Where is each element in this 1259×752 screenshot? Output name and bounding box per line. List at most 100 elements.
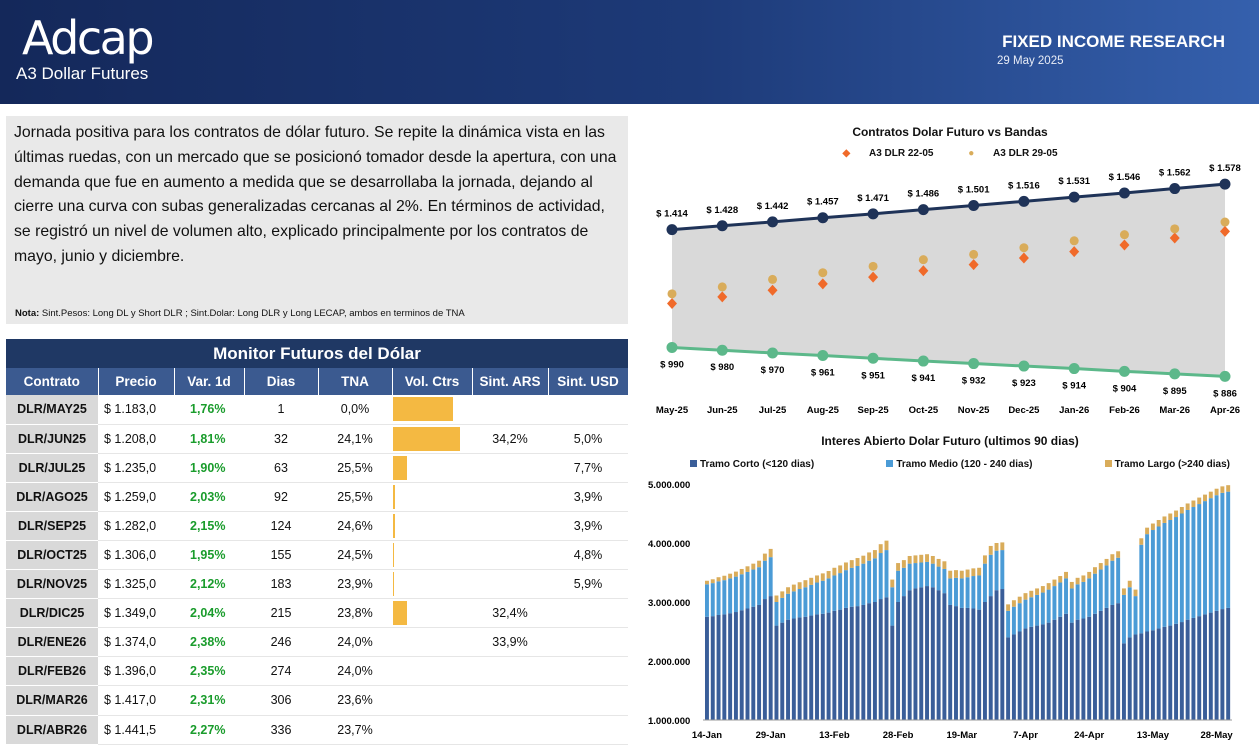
upper-band-point <box>767 216 779 228</box>
square-icon <box>886 460 894 467</box>
cell-var: 1,90% <box>174 453 244 483</box>
medio-bar <box>1035 594 1040 626</box>
volume-bar <box>393 426 460 451</box>
cell-tna: 24,5% <box>318 540 392 571</box>
cell-tna: 23,6% <box>318 685 392 716</box>
cell-contrato: DLR/MAY25 <box>6 395 98 425</box>
chart1-title: Contratos Dolar Futuro vs Bandas <box>852 125 1048 139</box>
lower-band-point <box>1118 365 1130 377</box>
corto-bar <box>878 599 883 720</box>
col-header-precio: Precio <box>98 368 175 395</box>
medio-bar <box>896 570 901 602</box>
largo-bar <box>878 544 883 554</box>
cell-contrato: DLR/MAR26 <box>6 685 98 716</box>
largo-bar <box>1185 503 1190 510</box>
largo-bar <box>1162 516 1167 523</box>
cell-tna: 23,8% <box>318 598 392 629</box>
medio-bar <box>1075 584 1080 620</box>
corto-bar <box>1029 626 1034 720</box>
medio-bar <box>1185 509 1190 620</box>
dlr-29-05-point <box>1069 236 1079 246</box>
largo-bar <box>1145 527 1150 535</box>
medio-bar <box>855 566 860 607</box>
cell-contrato: DLR/NOV25 <box>6 569 98 600</box>
dlr-22-05-point <box>667 298 677 310</box>
cell-var: 2,35% <box>174 656 244 687</box>
cell-dias: 215 <box>244 598 318 629</box>
cell-sint-usd <box>548 627 628 658</box>
largo-bar <box>1226 485 1231 492</box>
largo-bar <box>803 580 808 588</box>
upper-band-point <box>1018 195 1030 207</box>
lower-band-point <box>1068 363 1080 375</box>
report-date: 29 May 2025 <box>997 55 1064 67</box>
largo-bar <box>948 570 953 579</box>
cell-contrato: DLR/ENE26 <box>6 627 98 658</box>
cell-dias: 1 <box>244 395 318 425</box>
medio-bar <box>1040 592 1045 625</box>
corto-bar <box>1052 619 1057 720</box>
corto-bar <box>1087 616 1092 720</box>
medio-bar <box>884 550 889 598</box>
cell-sint-ars <box>472 715 548 745</box>
square-icon <box>1104 460 1112 467</box>
medio-bar <box>1150 530 1155 631</box>
corto-bar <box>872 602 877 720</box>
upper-band-label: $ 1.471 <box>857 193 889 204</box>
cell-sint-usd <box>548 685 628 716</box>
upper-band-point <box>867 208 879 220</box>
largo-bar <box>867 552 872 561</box>
corto-bar <box>780 622 785 720</box>
medio-bar <box>1133 596 1138 635</box>
largo-bar <box>959 570 964 579</box>
cell-sint-usd: 5,9% <box>548 569 628 600</box>
medio-bar <box>1093 573 1097 614</box>
dlr-22-05-point <box>918 265 929 277</box>
medio-bar <box>1145 534 1150 632</box>
corto-bar <box>901 596 906 720</box>
cell-contrato: DLR/ABR26 <box>6 715 98 745</box>
largo-bar <box>1116 551 1121 558</box>
lower-band-line <box>671 345 1226 378</box>
corto-bar <box>907 590 912 720</box>
legend-label-largo: Tramo Largo (>240 dias) <box>1114 459 1230 470</box>
x-tick-label: Apr-26 <box>1210 405 1240 416</box>
largo-bar <box>1023 593 1028 600</box>
chart2-legend: Tramo Corto (<120 dias) Tramo Medio (120… <box>690 459 1230 470</box>
lower-band-point <box>767 347 779 359</box>
largo-bar <box>716 577 721 582</box>
monitor-body: DLR/MAY25 $ 1.183,0 1,76% 1 0,0% DLR/JUN25 $ 1… <box>6 395 628 745</box>
cell-var: 2,12% <box>174 569 244 600</box>
medio-bar <box>1029 597 1034 627</box>
largo-bar <box>1029 590 1034 598</box>
legend-label-corto: Tramo Corto (<120 dias) <box>700 459 815 470</box>
medio-bar <box>959 578 964 608</box>
medio-bar <box>878 553 883 600</box>
corto-bar <box>982 602 987 720</box>
largo-bar <box>1093 567 1097 574</box>
medio-bar <box>1116 557 1121 604</box>
medio-bar <box>1197 504 1202 617</box>
adcap-logo: Adcap <box>22 11 155 65</box>
summary-text: Jornada positiva para los contratos de d… <box>14 124 617 265</box>
corto-bar <box>954 606 958 720</box>
open-interest-chart: 1.000.000 2.000.000 3.000.000 4.000.000 5.00… <box>648 480 1233 741</box>
medio-bar <box>1208 498 1213 613</box>
corto-bar <box>768 596 773 720</box>
medio-bar <box>1058 582 1063 617</box>
bands-chart: $ 1.414 $ 1.428 $ 1.442 $ 1.457 $ 1.471 $ 1.4… <box>656 163 1241 416</box>
cell-precio: $ 1.235,0 <box>98 453 174 483</box>
x-tick-label: 13-May <box>1137 730 1170 741</box>
corto-bar <box>936 590 941 720</box>
largo-bar <box>826 571 831 579</box>
legend-item-dlr-29-05: ● A3 DLR 29-05 <box>960 148 1065 159</box>
corto-bar <box>1197 616 1202 720</box>
medio-bar <box>1214 495 1219 611</box>
medio-bar <box>965 577 970 608</box>
corto-bar <box>803 616 808 720</box>
cell-sint-usd: 3,9% <box>548 482 628 512</box>
corto-bar <box>762 599 767 720</box>
legend-label-medio: Tramo Medio (120 - 240 dias) <box>896 459 1033 470</box>
dlr-29-05-point <box>667 289 677 299</box>
cell-contrato: DLR/SEP25 <box>6 511 98 541</box>
